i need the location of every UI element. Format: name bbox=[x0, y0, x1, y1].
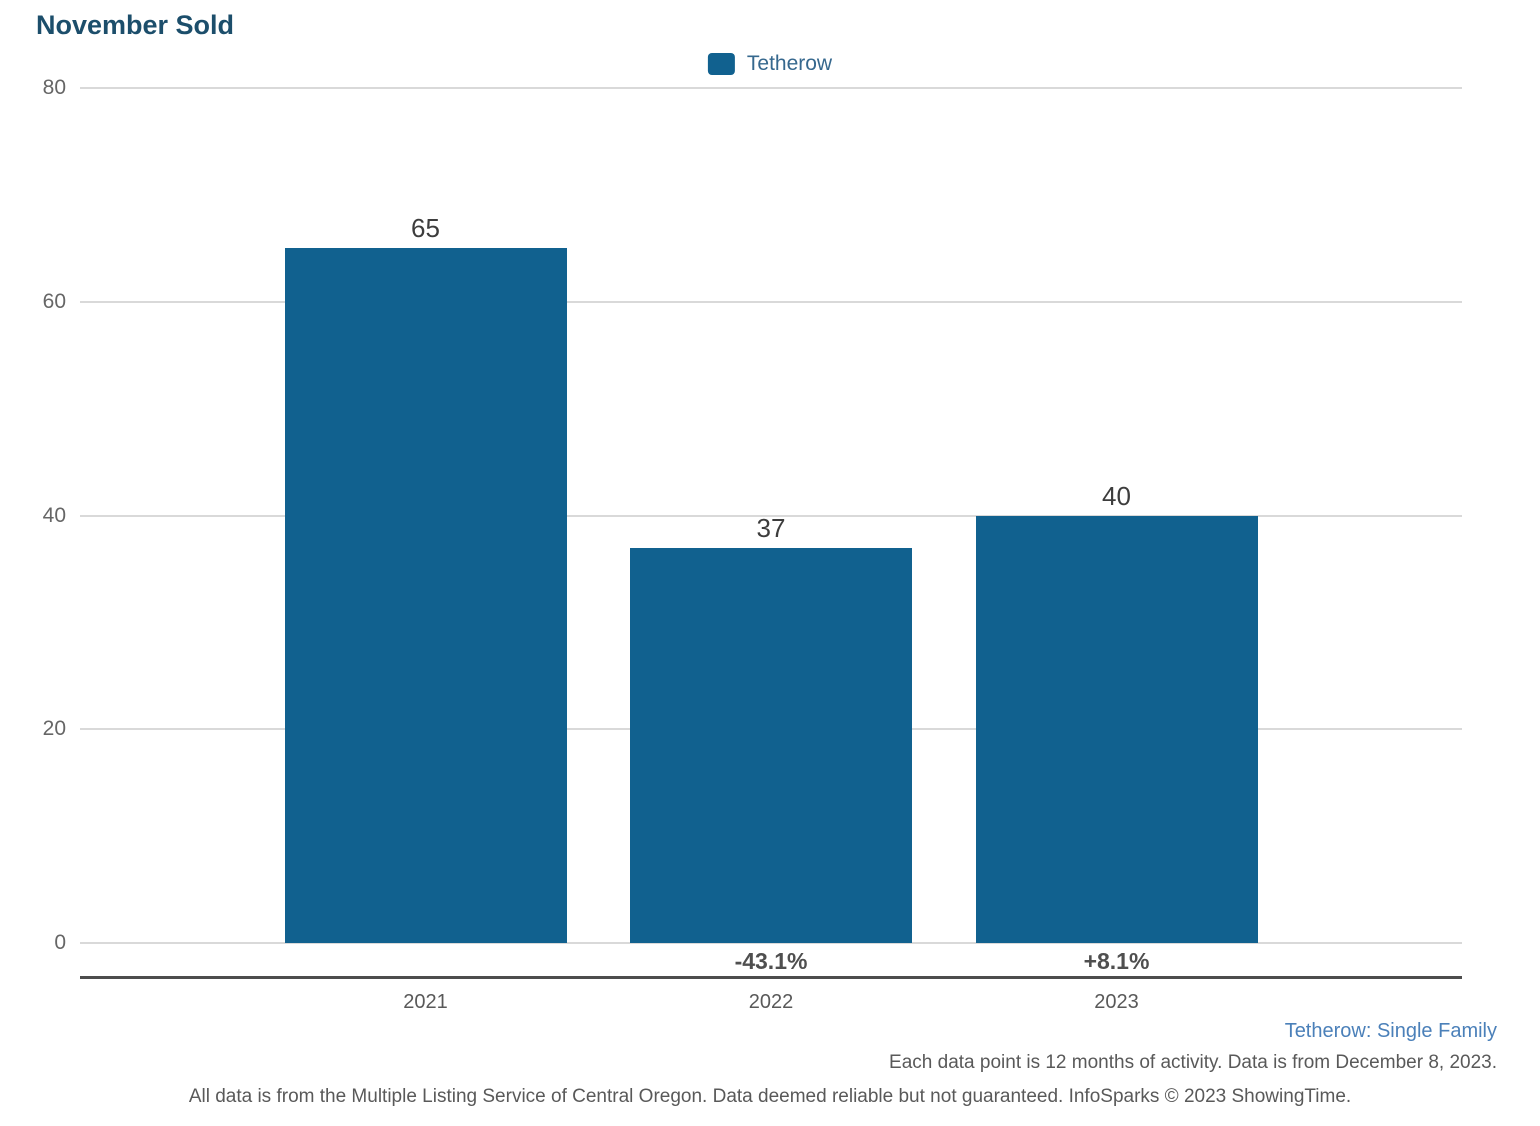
footer-right-block: Tetherow: Single Family Each data point … bbox=[889, 1020, 1497, 1074]
gridline-y-80 bbox=[80, 87, 1462, 89]
legend-swatch-icon bbox=[707, 53, 735, 75]
pct-change-label: +8.1% bbox=[1083, 948, 1150, 974]
bar-2023 bbox=[975, 515, 1258, 943]
x-axis-tick-label: 2022 bbox=[748, 991, 794, 1013]
chart-title: November Sold bbox=[36, 10, 235, 40]
x-axis-tick-label: 2023 bbox=[1094, 991, 1139, 1013]
data-note: Each data point is 12 months of activity… bbox=[889, 1052, 1497, 1073]
bar-value-label: 40 bbox=[1102, 480, 1131, 511]
x-axis-tick-label: 2021 bbox=[403, 991, 448, 1013]
disclaimer-text: All data is from the Multiple Listing Se… bbox=[188, 1086, 1352, 1107]
gridline-y-40 bbox=[80, 514, 1462, 517]
legend-label: Tetherow bbox=[746, 52, 833, 75]
y-axis-tick-label: 0 bbox=[54, 931, 66, 954]
y-axis-tick-label: 60 bbox=[42, 289, 66, 313]
legend-item-tetherow[interactable]: Tetherow bbox=[707, 52, 833, 76]
series-descriptor: Tetherow: Single Family bbox=[1284, 1020, 1497, 1042]
gridline-y-0 bbox=[80, 942, 1462, 944]
y-axis-tick-label: 20 bbox=[42, 717, 66, 741]
bar-2021 bbox=[284, 248, 567, 943]
gridline-y-60 bbox=[80, 300, 1462, 303]
bar-2022 bbox=[630, 547, 912, 943]
pct-change-label: -43.1% bbox=[734, 948, 808, 974]
x-axis-line bbox=[80, 976, 1462, 979]
y-axis-tick-label: 40 bbox=[42, 503, 66, 527]
bar-value-label: 37 bbox=[756, 512, 786, 543]
y-axis-tick-label: 80 bbox=[42, 76, 66, 99]
bar-value-label: 65 bbox=[411, 213, 440, 244]
